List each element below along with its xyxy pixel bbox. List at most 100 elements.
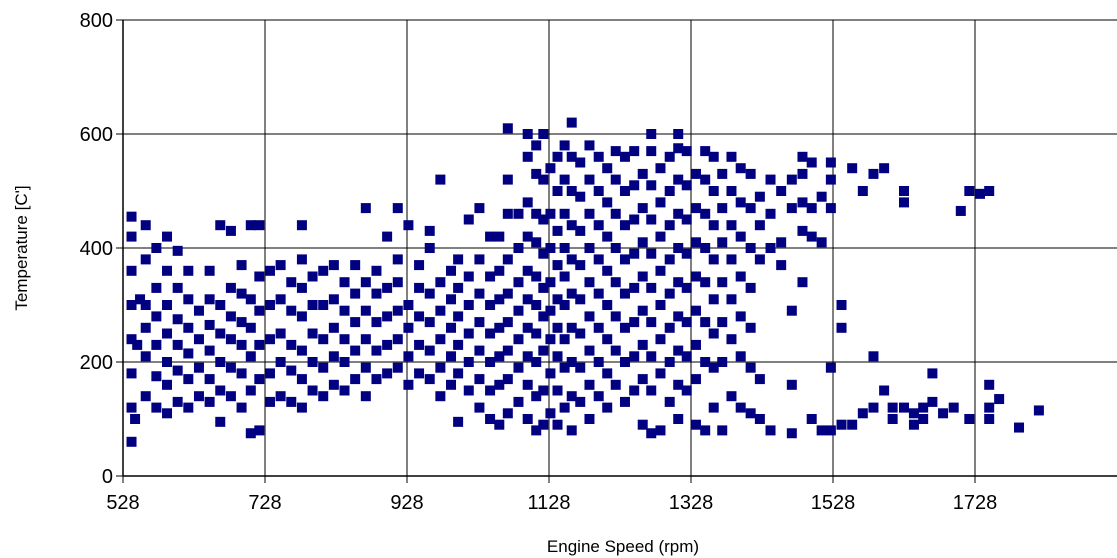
data-point (948, 402, 959, 413)
data-point (254, 305, 265, 316)
data-point (453, 339, 464, 350)
data-point (825, 362, 836, 373)
data-point (552, 385, 563, 396)
data-point (215, 416, 226, 427)
data-point (392, 203, 403, 214)
data-point (140, 220, 151, 231)
data-point (254, 425, 265, 436)
data-point (204, 374, 215, 385)
data-point (513, 243, 524, 253)
data-point (225, 225, 236, 236)
data-point (264, 300, 275, 310)
data-point (545, 334, 556, 345)
data-point (424, 243, 435, 253)
data-point (435, 334, 446, 345)
data-point (681, 351, 692, 362)
data-point (776, 237, 787, 248)
data-point (566, 151, 577, 162)
data-point (602, 231, 613, 242)
data-point (151, 371, 162, 382)
data-point (513, 208, 524, 219)
data-point (463, 214, 474, 225)
data-point (559, 243, 570, 253)
data-point (204, 319, 215, 330)
data-point (717, 203, 728, 214)
data-point (545, 208, 556, 219)
data-point (522, 231, 533, 242)
data-point (403, 379, 414, 390)
data-point (414, 260, 425, 271)
data-point (318, 300, 329, 310)
data-point (307, 300, 318, 310)
data-point (453, 416, 464, 427)
data-point (414, 282, 425, 293)
data-point (664, 220, 675, 231)
data-point (717, 277, 728, 288)
data-point (673, 311, 684, 322)
data-point (435, 174, 446, 185)
data-point (584, 140, 595, 151)
data-point (474, 317, 485, 328)
data-point (681, 146, 692, 157)
data-point (857, 186, 868, 196)
data-point (745, 362, 756, 373)
data-point (825, 425, 836, 436)
data-point (797, 277, 808, 288)
data-point (655, 197, 666, 208)
data-point (664, 254, 675, 265)
data-point (593, 391, 604, 402)
data-point (708, 186, 719, 196)
data-point (552, 322, 563, 333)
data-point (681, 317, 692, 328)
data-point (566, 288, 577, 299)
data-point (360, 277, 371, 288)
data-point (673, 174, 684, 185)
data-point (708, 220, 719, 231)
data-point (690, 168, 701, 179)
data-point (786, 379, 797, 390)
data-point (575, 362, 586, 373)
data-point (619, 186, 630, 196)
data-point (681, 180, 692, 191)
data-point (836, 300, 847, 310)
data-point (254, 220, 265, 231)
data-point (735, 271, 746, 282)
data-point (392, 334, 403, 345)
data-point (745, 322, 756, 333)
data-point (392, 254, 403, 265)
data-point (522, 294, 533, 305)
data-point (494, 294, 505, 305)
data-point (140, 391, 151, 402)
data-point (655, 265, 666, 276)
data-point (593, 288, 604, 299)
data-point (545, 368, 556, 379)
data-point (132, 339, 143, 350)
data-point (531, 208, 542, 219)
data-point (735, 402, 746, 413)
data-point (559, 140, 570, 151)
data-point (126, 334, 137, 345)
data-point (646, 180, 657, 191)
data-point (726, 334, 737, 345)
data-point (296, 374, 307, 385)
data-point (245, 428, 256, 439)
data-point (236, 317, 247, 328)
data-point (673, 277, 684, 288)
data-point (485, 328, 496, 339)
data-point (955, 205, 966, 216)
data-point (637, 374, 648, 385)
data-point (245, 385, 256, 396)
data-point (360, 391, 371, 402)
data-point (183, 294, 194, 305)
tick-labels: 528 728 928 1128 1328 1528 1728 0 200 400 600 800 (80, 10, 998, 514)
data-point (566, 117, 577, 128)
data-point (717, 425, 728, 436)
data-point (655, 231, 666, 242)
data-point (245, 220, 256, 231)
data-point (552, 225, 563, 236)
data-point (806, 414, 817, 424)
data-point (655, 334, 666, 345)
data-point (575, 294, 586, 305)
data-point (664, 186, 675, 196)
